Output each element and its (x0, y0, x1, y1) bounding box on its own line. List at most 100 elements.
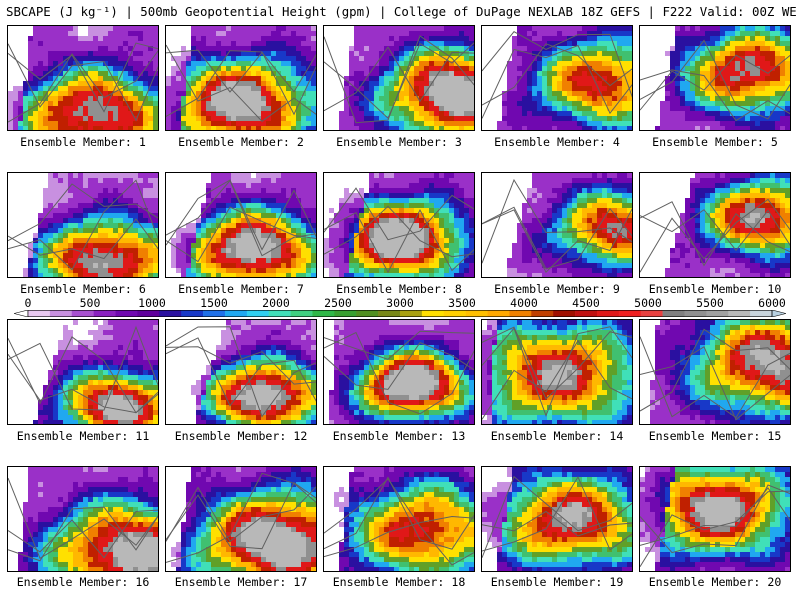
boundary-line (8, 218, 158, 260)
colorbar-segment (334, 310, 357, 317)
boundary-line (8, 50, 158, 123)
boundary-line (640, 346, 790, 421)
member-label-12: Ensemble Member: 12 (174, 429, 308, 443)
colorbar-segment (159, 310, 182, 317)
boundary-line (166, 179, 316, 251)
boundary-line (166, 346, 316, 385)
boundary-line (482, 43, 632, 106)
boundary-line (166, 482, 316, 550)
colorbar-tick-3500: 3500 (448, 296, 476, 310)
cape-map-15 (640, 320, 790, 424)
member-label-17: Ensemble Member: 17 (174, 575, 308, 589)
colorbar-segment (618, 310, 642, 317)
cape-map-20 (640, 467, 790, 571)
colorbar-segment (706, 310, 729, 317)
boundary-line (166, 49, 316, 93)
colorbar-max-arrow (771, 310, 786, 317)
cape-map-13 (324, 320, 474, 424)
ensemble-panel-4 (481, 25, 633, 131)
boundary-line (640, 490, 790, 568)
cape-map-7 (166, 173, 316, 277)
colorbar-segment (684, 310, 707, 317)
colorbar-min-arrow (14, 310, 29, 317)
colorbar-segment (575, 310, 598, 317)
colorbar-tick-1500: 1500 (200, 296, 228, 310)
member-label-14: Ensemble Member: 14 (490, 429, 624, 443)
colorbar-segment (487, 310, 510, 317)
ensemble-panel-15 (639, 319, 791, 425)
colorbar-segment (465, 310, 488, 317)
cape-map-12 (166, 320, 316, 424)
cape-map-10 (640, 173, 790, 277)
boundary-line (166, 50, 316, 117)
member-label-7: Ensemble Member: 7 (178, 282, 304, 296)
colorbar-segment (246, 310, 270, 317)
boundary-line (482, 326, 632, 418)
colorbar-tick-labels: 0 500 1000 1500 2000 2500 3000 3500 4000 4500 5000… (0, 297, 800, 310)
boundary-line (324, 208, 474, 274)
boundary-line (324, 476, 474, 550)
ensemble-panel-14 (481, 319, 633, 425)
colorbar-tick-5000: 5000 (634, 296, 662, 310)
member-label-9: Ensemble Member: 9 (494, 282, 620, 296)
boundary-line (166, 44, 316, 122)
colorbar-segment (750, 310, 773, 317)
colorbar-segment (509, 310, 532, 317)
colorbar-segment (290, 310, 313, 317)
colorbar-segment (93, 310, 116, 317)
colorbar (14, 310, 786, 317)
boundary-line (482, 475, 632, 552)
boundary-line (324, 187, 474, 241)
colorbar-segment (115, 310, 138, 317)
colorbar-tick-5500: 5500 (696, 296, 724, 310)
boundary-line (324, 342, 474, 390)
boundary-line (324, 331, 474, 415)
member-label-4: Ensemble Member: 4 (494, 135, 620, 149)
member-label-5: Ensemble Member: 5 (652, 135, 778, 149)
colorbar-segment (443, 310, 466, 317)
cape-map-2 (166, 26, 316, 130)
colorbar-tick-500: 500 (79, 296, 101, 310)
member-label-13: Ensemble Member: 13 (332, 429, 466, 443)
boundary-line (640, 328, 790, 412)
colorbar-segment (28, 310, 51, 317)
boundary-line (8, 506, 158, 562)
cape-map-3 (324, 26, 474, 130)
colorbar-segment (640, 310, 663, 317)
boundary-line (482, 178, 632, 264)
boundary-line (324, 478, 474, 566)
cape-map-4 (482, 26, 632, 130)
ensemble-panel-3 (323, 25, 475, 131)
colorbar-tick-0: 0 (24, 296, 32, 310)
boundary-line (482, 510, 632, 537)
ensemble-panel-19 (481, 466, 633, 572)
colorbar-tick-4000: 4000 (510, 296, 538, 310)
member-label-15: Ensemble Member: 15 (648, 429, 782, 443)
ensemble-panel-20 (639, 466, 791, 572)
boundary-line (8, 42, 158, 113)
colorbar-segment (596, 310, 620, 317)
boundary-line (640, 209, 790, 252)
cape-map-11 (8, 320, 158, 424)
member-label-1: Ensemble Member: 1 (20, 135, 146, 149)
cape-map-19 (482, 467, 632, 571)
boundary-line (324, 46, 474, 112)
ensemble-panel-6 (7, 172, 159, 278)
boundary-line (640, 198, 790, 273)
figure-title: SBCAPE (J kg⁻¹) | 500mb Geopotential Hei… (6, 4, 796, 19)
boundary-line (482, 208, 632, 274)
boundary-line (482, 475, 632, 558)
ensemble-panel-9 (481, 172, 633, 278)
boundary-line (324, 205, 474, 258)
member-label-20: Ensemble Member: 20 (648, 575, 782, 589)
cape-map-14 (482, 320, 632, 424)
ensemble-panel-2 (165, 25, 317, 131)
boundary-line (8, 179, 158, 271)
colorbar-tick-3000: 3000 (386, 296, 414, 310)
cape-map-8 (324, 173, 474, 277)
boundary-line (640, 69, 790, 122)
colorbar-segment (268, 310, 291, 317)
member-label-2: Ensemble Member: 2 (178, 135, 304, 149)
colorbar-segment (378, 310, 401, 317)
colorbar-tick-1000: 1000 (138, 296, 166, 310)
